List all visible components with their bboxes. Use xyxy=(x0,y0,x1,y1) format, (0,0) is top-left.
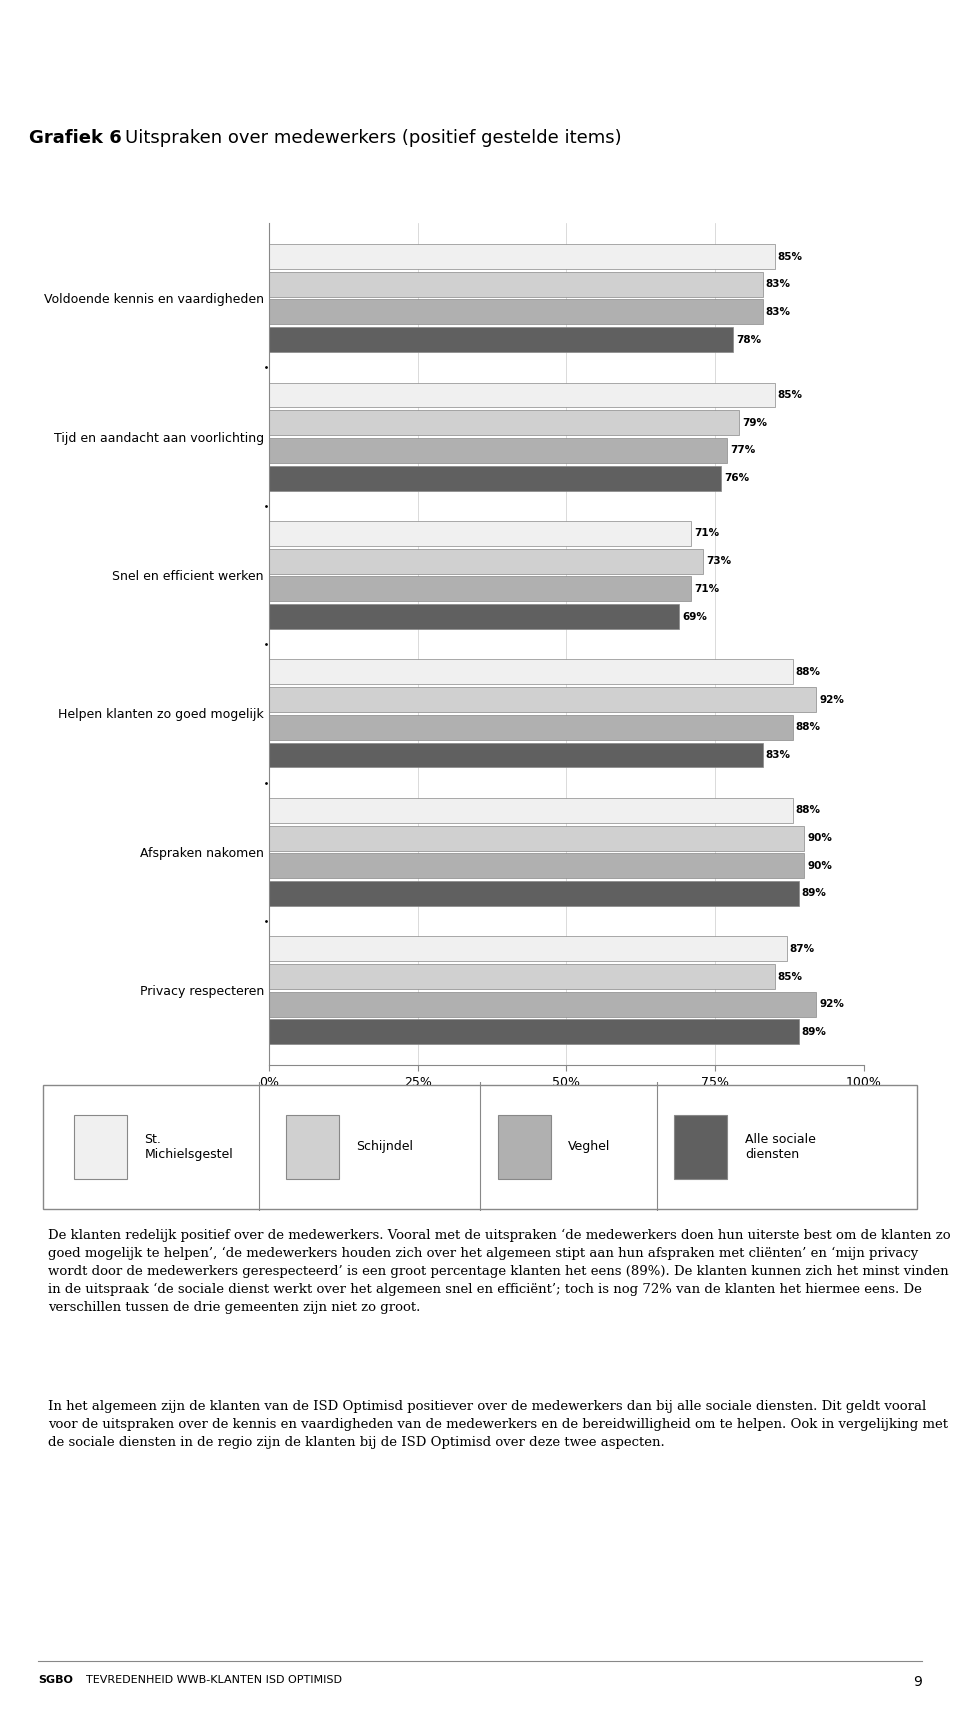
Bar xyxy=(286,1115,339,1179)
Text: 85%: 85% xyxy=(778,390,803,400)
Bar xyxy=(269,964,775,990)
Bar xyxy=(269,1019,799,1045)
Text: 83%: 83% xyxy=(766,308,791,316)
Bar xyxy=(269,466,721,491)
Bar xyxy=(74,1115,127,1179)
Text: 88%: 88% xyxy=(796,722,821,732)
FancyBboxPatch shape xyxy=(43,1086,917,1209)
Text: 71%: 71% xyxy=(694,529,719,538)
Text: 90%: 90% xyxy=(807,861,832,871)
Text: 85%: 85% xyxy=(778,972,803,981)
Bar xyxy=(269,577,691,601)
Text: TEVREDENHEID WWB-KLANTEN ISD OPTIMISD: TEVREDENHEID WWB-KLANTEN ISD OPTIMISD xyxy=(86,1675,343,1685)
Bar xyxy=(269,521,691,546)
X-axis label: Pecentage klanten dat het met de stelling eens is: Pecentage klanten dat het met de stellin… xyxy=(411,1096,722,1110)
Bar xyxy=(269,438,727,462)
Bar xyxy=(269,271,763,297)
Bar xyxy=(269,991,816,1017)
Text: St.
Michielsgestel: St. Michielsgestel xyxy=(144,1132,233,1161)
Bar xyxy=(269,742,763,768)
Text: De klanten redelijk positief over de medewerkers. Vooral met de uitspraken ‘de m: De klanten redelijk positief over de med… xyxy=(48,1228,950,1314)
Bar xyxy=(269,244,775,270)
Bar xyxy=(269,797,793,823)
Text: 85%: 85% xyxy=(778,251,803,261)
Text: 90%: 90% xyxy=(807,833,832,844)
Bar xyxy=(269,936,786,962)
Text: 83%: 83% xyxy=(766,280,791,289)
Text: 71%: 71% xyxy=(694,584,719,594)
Bar xyxy=(674,1115,728,1179)
Text: SGBO: SGBO xyxy=(38,1675,73,1685)
Text: 89%: 89% xyxy=(802,888,827,899)
Text: 69%: 69% xyxy=(683,612,708,622)
Text: In het algemeen zijn de klanten van de ISD Optimisd positiever over de medewerke: In het algemeen zijn de klanten van de I… xyxy=(48,1400,948,1450)
Text: Grafiek 6: Grafiek 6 xyxy=(29,129,122,146)
Text: 92%: 92% xyxy=(820,1000,844,1008)
Text: 77%: 77% xyxy=(731,445,756,455)
Text: 79%: 79% xyxy=(742,417,767,428)
Bar xyxy=(269,715,793,740)
Bar xyxy=(269,326,733,352)
Bar xyxy=(269,854,804,878)
Bar xyxy=(269,660,793,684)
Text: 78%: 78% xyxy=(736,335,761,345)
Bar xyxy=(269,383,775,407)
Text: 73%: 73% xyxy=(707,557,732,567)
Bar xyxy=(269,605,680,629)
Text: Alle sociale
diensten: Alle sociale diensten xyxy=(745,1132,816,1161)
Text: 89%: 89% xyxy=(802,1027,827,1038)
Bar xyxy=(269,687,816,711)
Bar xyxy=(269,548,704,574)
Text: 92%: 92% xyxy=(820,694,844,704)
Text: Veghel: Veghel xyxy=(568,1141,611,1153)
Bar xyxy=(269,411,739,435)
Bar xyxy=(269,299,763,325)
Text: 83%: 83% xyxy=(766,751,791,759)
Bar xyxy=(269,881,799,905)
Text: 9: 9 xyxy=(913,1675,922,1689)
Bar xyxy=(269,826,804,850)
Bar xyxy=(497,1115,551,1179)
Text: 88%: 88% xyxy=(796,806,821,816)
Text: Schijndel: Schijndel xyxy=(356,1141,414,1153)
Text: Uitspraken over medewerkers (positief gestelde items): Uitspraken over medewerkers (positief ge… xyxy=(125,129,621,146)
Text: 76%: 76% xyxy=(724,472,749,483)
Text: 88%: 88% xyxy=(796,667,821,677)
Text: 87%: 87% xyxy=(790,943,815,953)
